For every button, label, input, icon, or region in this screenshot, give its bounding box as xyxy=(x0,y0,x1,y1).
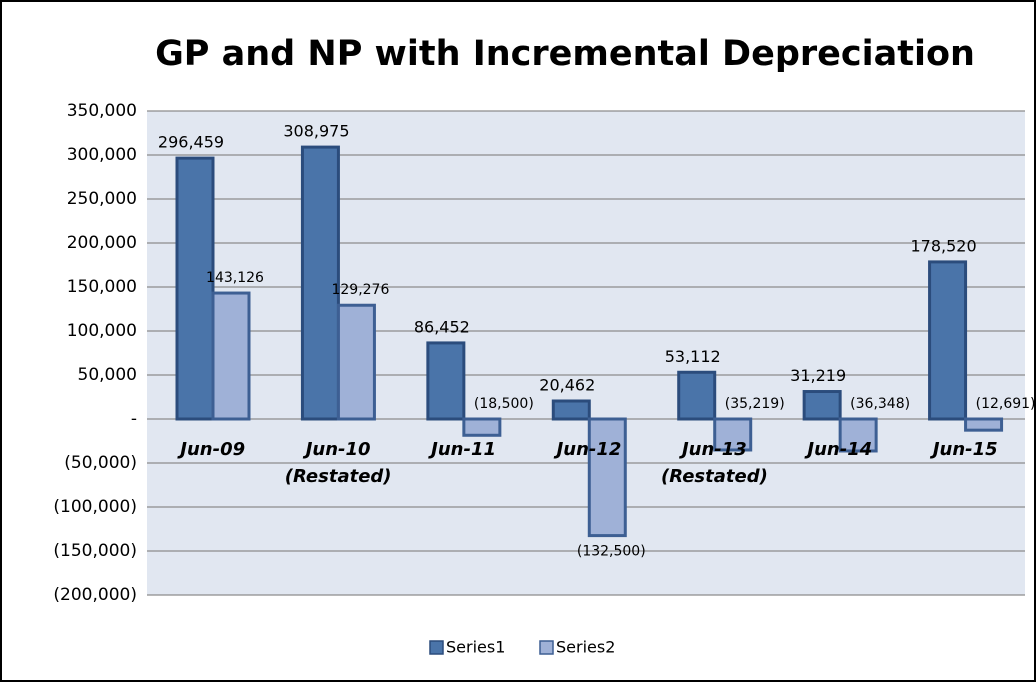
y-tick-label: 150,000 xyxy=(67,277,137,297)
data-label: 296,459 xyxy=(158,133,224,152)
x-tick-label: Jun-15 xyxy=(930,439,998,460)
x-tick-label: Jun-11 xyxy=(428,439,496,460)
legend-swatch xyxy=(429,640,444,655)
x-tick-label: Jun-13 (Restated) xyxy=(661,439,768,487)
y-tick-label: (150,000) xyxy=(53,541,137,561)
data-label: 20,462 xyxy=(539,375,595,394)
data-label: (35,219) xyxy=(725,396,785,412)
legend-label: Series1 xyxy=(446,638,505,657)
bar xyxy=(426,341,466,421)
bar xyxy=(462,417,502,437)
data-label: 129,276 xyxy=(331,282,389,298)
y-tick-label: 200,000 xyxy=(67,233,137,253)
y-tick-label: 350,000 xyxy=(67,101,137,121)
bar xyxy=(587,417,627,538)
data-label: (132,500) xyxy=(577,544,646,560)
legend-label: Series2 xyxy=(556,638,615,657)
bar xyxy=(838,417,878,453)
x-tick-label: Jun-12 xyxy=(554,439,622,460)
data-label: 31,219 xyxy=(790,366,846,385)
y-tick-label: (100,000) xyxy=(53,497,137,517)
data-label: (18,500) xyxy=(474,396,534,412)
data-label: (36,348) xyxy=(850,396,910,412)
y-tick-label: 50,000 xyxy=(78,365,137,385)
data-label: 308,975 xyxy=(283,122,349,141)
bar xyxy=(300,145,340,421)
x-tick-label: Jun-09 xyxy=(177,439,245,460)
chart-title: GP and NP with Incremental Depreciation xyxy=(155,34,975,74)
bar xyxy=(713,417,753,452)
data-label: (12,691) xyxy=(976,396,1036,412)
y-tick-label: (200,000) xyxy=(53,585,137,605)
bar xyxy=(928,260,968,421)
y-tick-label: - xyxy=(131,409,137,429)
y-tick-label: 100,000 xyxy=(67,321,137,341)
y-tick-label: (50,000) xyxy=(64,453,137,473)
bar xyxy=(211,291,251,421)
plot-area xyxy=(147,111,1025,595)
y-tick-label: 250,000 xyxy=(67,189,137,209)
bar xyxy=(964,417,1004,432)
y-tick-label: 300,000 xyxy=(67,145,137,165)
data-label: 143,126 xyxy=(206,270,264,286)
data-label: 53,112 xyxy=(665,347,721,366)
bar xyxy=(551,399,591,421)
bar xyxy=(175,156,215,421)
x-tick-label: Jun-14 xyxy=(804,439,872,460)
legend-swatch xyxy=(539,640,554,655)
data-label: 86,452 xyxy=(414,317,470,336)
x-tick-label: Jun-10 (Restated) xyxy=(285,439,392,487)
bar xyxy=(336,303,376,421)
bar xyxy=(802,390,842,421)
bar xyxy=(677,370,717,421)
data-label: 178,520 xyxy=(910,236,976,255)
